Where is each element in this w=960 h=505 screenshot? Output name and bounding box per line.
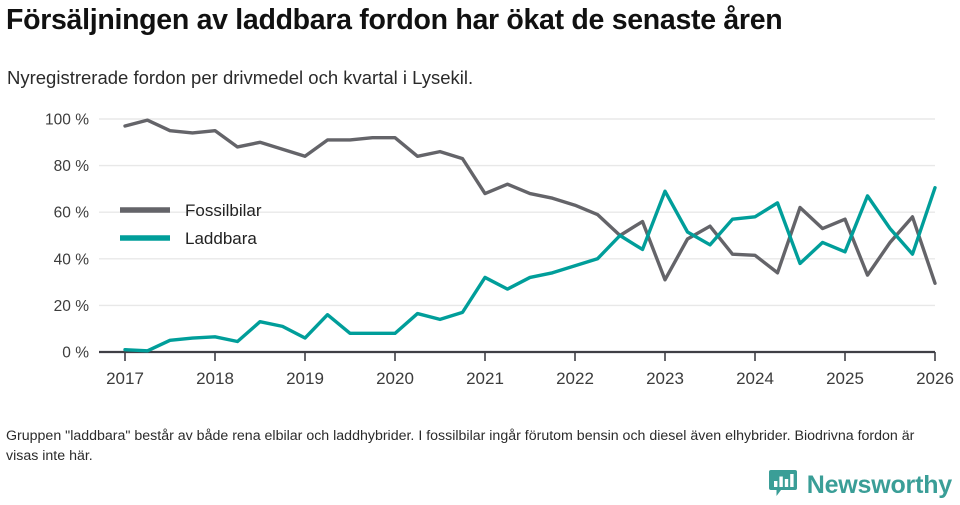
x-axis-tick-label: 2021 [466,369,504,388]
bar-chart-speech-bubble-icon [768,468,798,503]
x-axis-tick-label: 2024 [736,369,774,388]
legend-label-laddbara: Laddbara [185,229,257,248]
legend-label-fossilbilar: Fossilbilar [185,201,262,220]
newsworthy-brand: Newsworthy [768,468,952,503]
x-axis-tick-label: 2020 [376,369,414,388]
chart-subtitle: Nyregistrerade fordon per drivmedel och … [7,67,474,88]
y-axis-tick-label: 60 % [54,205,90,222]
x-axis-tick-label: 2023 [646,369,684,388]
chart-footnote: Gruppen "laddbara" består av både rena e… [6,428,915,465]
page-title: Försäljningen av laddbara fordon har öka… [6,4,783,36]
y-axis-tick-label: 20 % [54,298,90,315]
x-axis-tick-label: 2018 [196,369,234,388]
y-axis-tick-label: 80 % [54,158,90,175]
x-axis-tick-label: 2017 [106,369,144,388]
line-chart-svg: 0 % 20 % 40 % 60 % 80 % 100 % 2017 2018 2019 202… [45,112,954,389]
y-axis-labels-group: 0 % 20 % 40 % 60 % 80 % 100 % [45,112,89,362]
x-axis-tick-label: 2026 [916,369,954,388]
chart-plot-area: 0 % 20 % 40 % 60 % 80 % 100 % 2017 2018 2019 202… [0,105,960,395]
x-axis-labels-group: 2017 2018 2019 2020 2021 2022 2023 2024 2025 2026 [106,369,954,388]
x-axis-tick-label: 2022 [556,369,594,388]
series-line-laddbara [123,186,937,353]
gridlines-group [99,118,935,354]
y-axis-tick-label: 40 % [54,251,90,268]
brand-name: Newsworthy [806,471,952,499]
series-line-fossilbilar [123,118,937,285]
y-axis-tick-label: 100 % [45,112,89,129]
data-series-group [123,118,937,353]
x-axis-ticks-group [124,352,936,361]
x-axis-tick-label: 2025 [826,369,864,388]
y-axis-tick-label: 0 % [62,345,89,362]
x-axis-tick-label: 2019 [286,369,324,388]
chart-legend: Fossilbilar Laddbara [120,201,262,248]
